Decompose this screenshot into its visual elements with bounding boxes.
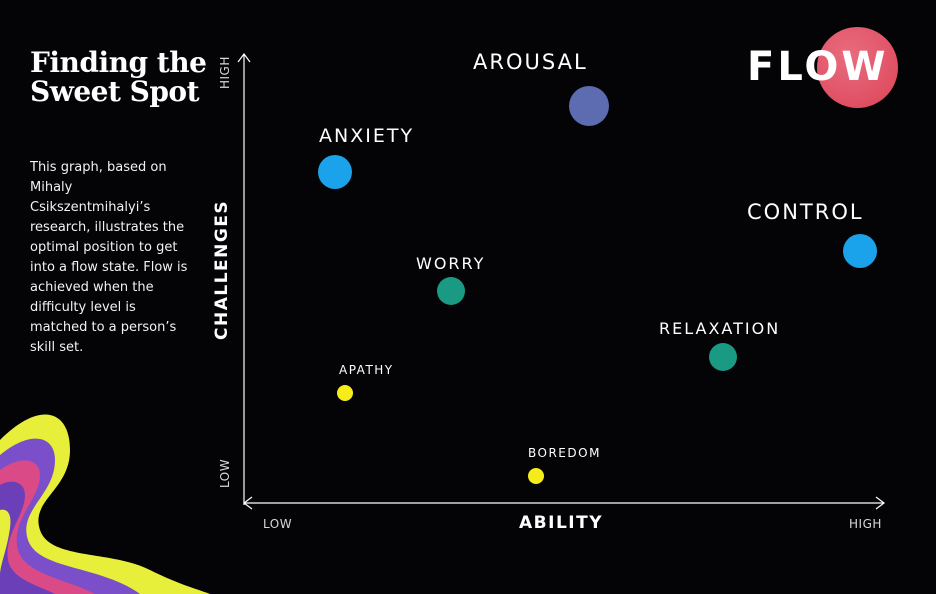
worry-label: WORRY xyxy=(416,254,486,273)
decorative-swirl xyxy=(0,414,210,594)
anxiety-marker xyxy=(318,155,352,189)
apathy-marker xyxy=(337,385,353,401)
worry-marker xyxy=(437,277,465,305)
apathy-label: APATHY xyxy=(339,363,394,377)
boredom-marker xyxy=(528,468,544,484)
page-title: Finding the Sweet Spot xyxy=(30,46,207,108)
x-axis-high-label: HIGH xyxy=(849,517,882,531)
x-axis-low-label: LOW xyxy=(263,517,293,531)
relaxation-marker xyxy=(709,343,737,371)
x-axis-title: ABILITY xyxy=(519,513,604,533)
description-text: This graph, based on Mihaly Csikszentmih… xyxy=(30,160,188,355)
arousal-marker xyxy=(569,86,609,126)
control-label: CONTROL xyxy=(747,200,864,224)
relaxation-label: RELAXATION xyxy=(659,319,781,338)
flow-circle xyxy=(817,27,898,108)
anxiety-label: ANXIETY xyxy=(319,125,415,147)
boredom-label: BOREDOM xyxy=(528,446,601,460)
arousal-label: AROUSAL xyxy=(473,50,588,74)
flow-label: FLOW xyxy=(747,44,889,90)
control-marker xyxy=(843,234,877,268)
